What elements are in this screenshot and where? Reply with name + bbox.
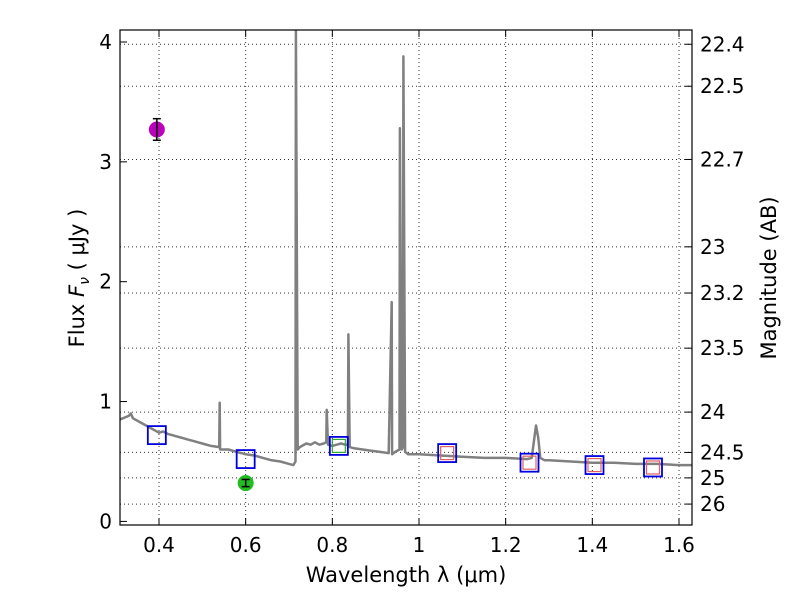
x-tick-label: 1 [413, 533, 426, 557]
y-axis-label: Flux Fν ( μJy ) [65, 209, 93, 348]
model-photometry-square [584, 455, 605, 475]
y-axis-label-subscript: ν [77, 277, 93, 285]
y-axis-label-suffix: ( μJy ) [65, 209, 89, 277]
x-tick-label: 1.2 [490, 533, 522, 557]
x-tick-label: 0.8 [316, 533, 348, 557]
x-axis-label: Wavelength λ (μm) [306, 563, 507, 587]
mag-tick-label: 22.5 [700, 74, 745, 98]
mag-tick-label: 23.5 [700, 336, 745, 360]
observed-inner-square [331, 438, 346, 453]
mag-tick-label: 22.4 [700, 32, 745, 56]
spectrum-layer [120, 30, 692, 467]
model-photometry-square [643, 457, 663, 478]
mag-tick-label: 26 [700, 492, 725, 516]
x-tick-label: 0.4 [143, 533, 175, 557]
y-tick-label: 0 [99, 509, 112, 533]
y-axis-label-prefix: Flux [65, 297, 89, 347]
plot-border [119, 29, 693, 526]
mag-tick-label: 23 [700, 235, 725, 259]
observed-inner-square [587, 457, 602, 473]
y-tick-label: 2 [99, 270, 112, 294]
spectrum-line [120, 30, 692, 467]
model-photometry-square [437, 443, 458, 463]
x-tick-label: 1.4 [576, 533, 608, 557]
y-tick-label: 4 [99, 30, 112, 54]
model-boxes-layer [146, 425, 663, 478]
mag-tick-label: 25 [700, 466, 725, 490]
plot-frame [119, 29, 693, 526]
y-tick-label: 3 [99, 150, 112, 174]
mag-tick-label: 24 [700, 400, 725, 424]
model-photometry-square [146, 425, 167, 446]
x-tick-label: 1.6 [663, 533, 695, 557]
observed-inner-square [522, 455, 537, 470]
mag-tick-label: 24.5 [700, 440, 745, 464]
observed-inner-square [440, 445, 455, 461]
y-tick-label: 1 [99, 390, 112, 414]
x-tick-label: 0.6 [230, 533, 262, 557]
model-photometry-square [519, 452, 540, 473]
model-photometry-square [328, 435, 349, 456]
model-photometry-square [235, 449, 256, 469]
mag-tick-label: 22.7 [700, 147, 745, 171]
observed-points-layer [148, 117, 254, 492]
mag-tick-label: 23.2 [700, 281, 745, 305]
observed-inner-square [645, 460, 661, 475]
y-axis-label-symbol: F [65, 284, 89, 297]
y2-axis-label: Magnitude (AB) [757, 196, 781, 359]
